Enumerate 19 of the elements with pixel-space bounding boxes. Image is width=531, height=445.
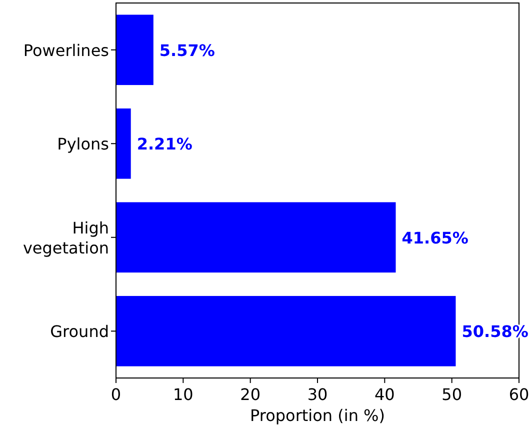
x-tick-label: 10 (172, 385, 194, 404)
x-tick-label: 60 (508, 385, 530, 404)
data-label: 5.57% (159, 40, 215, 60)
bar (116, 108, 131, 179)
x-tick-label: 40 (374, 385, 395, 404)
y-tick-label: Powerlines (23, 40, 109, 60)
x-tick-label: 20 (240, 385, 261, 404)
x-axis-title: Proportion (in %) (250, 406, 385, 425)
x-tick-label: 50 (442, 385, 462, 404)
bar (116, 202, 396, 273)
data-label: 41.65% (402, 228, 468, 248)
bar (116, 296, 456, 366)
y-tick-label: High vegetation (22, 218, 109, 258)
data-label: 2.21% (136, 134, 192, 154)
bar (116, 14, 154, 86)
x-tick-label: 30 (307, 385, 328, 404)
y-tick-label: Ground (50, 322, 109, 342)
y-tick-label: Pylons (57, 134, 109, 154)
x-tick-label: 0 (110, 385, 122, 404)
